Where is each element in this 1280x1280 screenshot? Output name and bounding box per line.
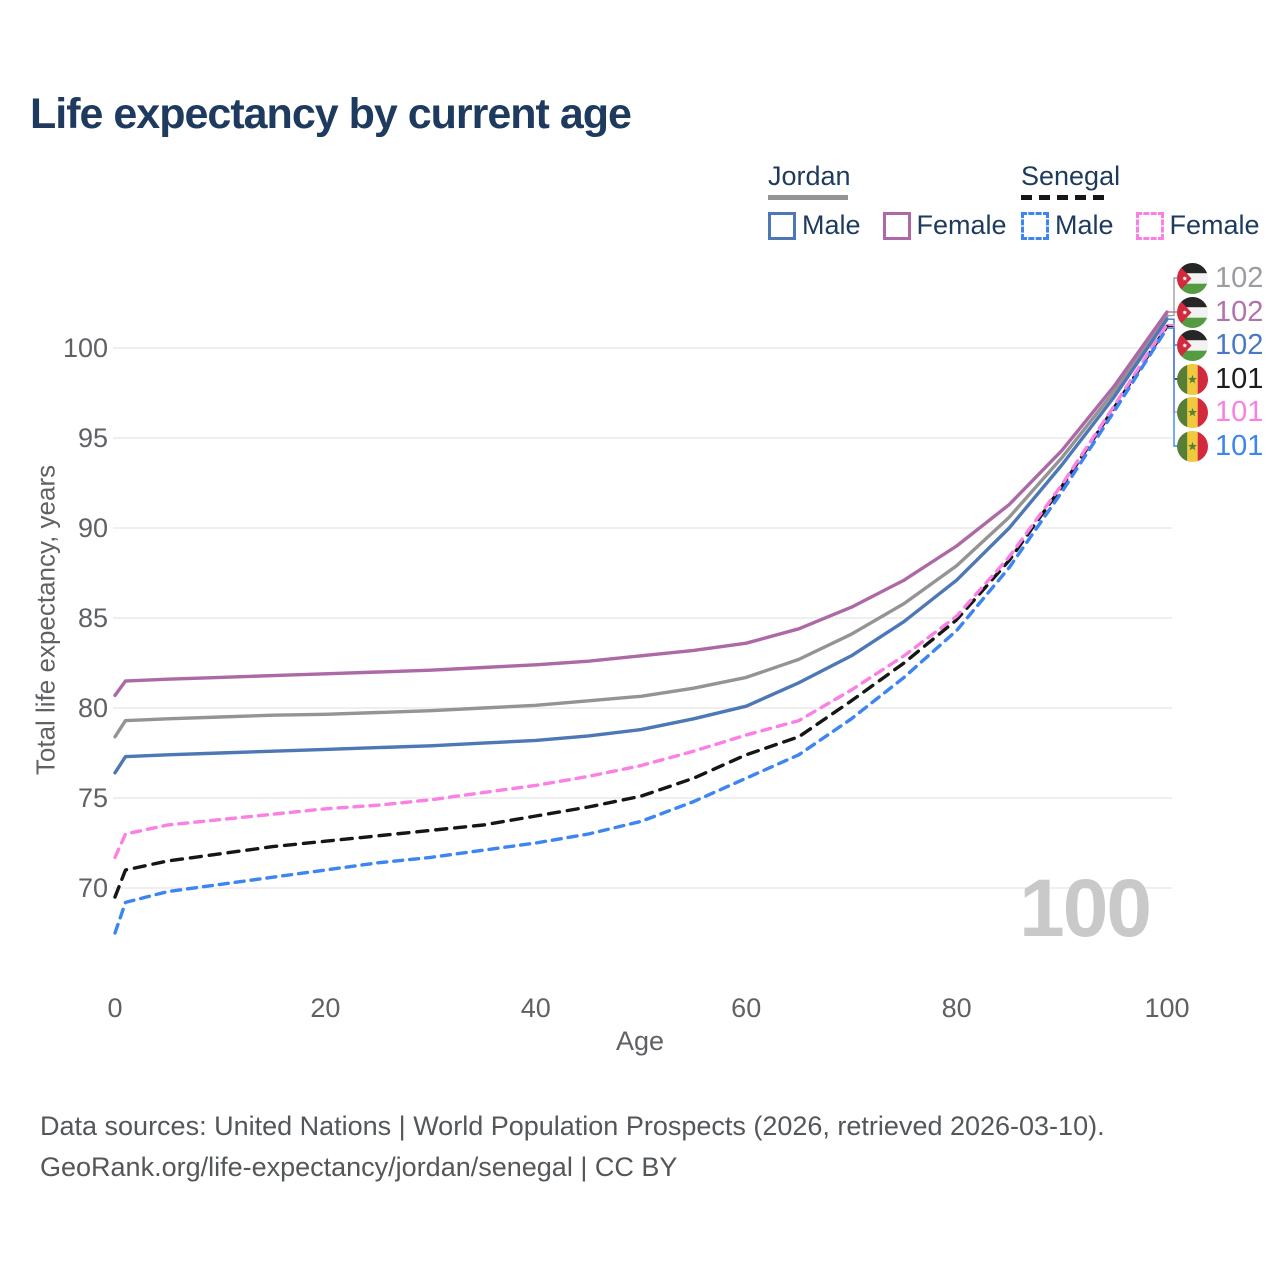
y-tick-70: 70 bbox=[78, 873, 108, 903]
senegal-total-line-swatch bbox=[1021, 195, 1111, 200]
senegal-flag-icon bbox=[1177, 396, 1208, 428]
legend-item-jordan-female[interactable]: Female bbox=[882, 210, 1007, 241]
series-line-senegal-male[interactable] bbox=[113, 326, 1169, 935]
endpoint-label-senegal-total: 101 bbox=[1177, 362, 1263, 396]
endpoint-value-jordan-female: 102 bbox=[1215, 295, 1264, 328]
footer-data-sources: Data sources: United Nations | World Pop… bbox=[40, 1111, 1105, 1141]
endpoint-value-jordan-male: 102 bbox=[1215, 328, 1264, 361]
legend-country-senegal[interactable]: Senegal bbox=[1021, 161, 1276, 200]
legend-country-senegal-label: Senegal bbox=[1021, 161, 1121, 191]
legend-group-jordan: Jordan Male Female bbox=[768, 161, 1023, 241]
series-line-jordan-male[interactable] bbox=[113, 317, 1169, 775]
senegal-flag-icon bbox=[1177, 363, 1208, 395]
endpoint-label-senegal-female: 101 bbox=[1177, 395, 1263, 429]
jordan-female-swatch bbox=[882, 211, 911, 240]
endpoint-value-jordan-total: 102 bbox=[1215, 261, 1264, 294]
series-line-senegal-total[interactable] bbox=[113, 324, 1169, 899]
legend-country-jordan[interactable]: Jordan bbox=[768, 161, 1023, 200]
endpoint-connector-senegal-male bbox=[1167, 327, 1179, 447]
senegal-male-swatch bbox=[1021, 211, 1049, 240]
legend-item-senegal-female[interactable]: Female bbox=[1135, 210, 1260, 241]
y-tick-100: 100 bbox=[63, 333, 108, 363]
jordan-flag-icon bbox=[1177, 262, 1208, 294]
series-line-jordan-female[interactable] bbox=[113, 310, 1169, 698]
endpoint-connector-jordan-total bbox=[1167, 277, 1179, 317]
jordan-flag-icon bbox=[1177, 329, 1208, 361]
x-axis-title: Age bbox=[615, 1026, 665, 1056]
senegal-female-label: Female bbox=[1169, 210, 1260, 240]
x-tick-100: 100 bbox=[1144, 993, 1189, 1023]
legend-country-jordan-label: Jordan bbox=[768, 161, 851, 191]
endpoint-label-jordan-total: 102 bbox=[1177, 261, 1263, 295]
series-line-senegal-female[interactable] bbox=[113, 322, 1169, 860]
y-tick-90: 90 bbox=[78, 513, 108, 543]
x-tick-0: 0 bbox=[107, 993, 122, 1023]
y-axis-title: Total life expectancy, years bbox=[30, 464, 61, 776]
senegal-female-swatch bbox=[1135, 211, 1164, 240]
footer: Data sources: United Nations | World Pop… bbox=[40, 1106, 1105, 1188]
senegal-flag-icon bbox=[1177, 430, 1208, 462]
endpoint-label-jordan-female: 102 bbox=[1177, 295, 1263, 329]
senegal-male-label: Male bbox=[1055, 210, 1114, 240]
y-tick-75: 75 bbox=[78, 783, 108, 813]
y-tick-85: 85 bbox=[78, 603, 108, 633]
jordan-male-label: Male bbox=[802, 210, 861, 240]
endpoint-value-senegal-total: 101 bbox=[1215, 362, 1264, 395]
jordan-flag-icon bbox=[1177, 296, 1208, 328]
legend-item-jordan-male[interactable]: Male bbox=[768, 210, 861, 241]
endpoint-label-jordan-male: 102 bbox=[1177, 328, 1263, 362]
series-line-jordan-total[interactable] bbox=[113, 313, 1169, 739]
y-tick-80: 80 bbox=[78, 693, 108, 723]
jordan-male-swatch bbox=[768, 211, 796, 240]
x-tick-20: 20 bbox=[310, 993, 340, 1023]
current-age-watermark: 100 bbox=[1019, 863, 1152, 954]
endpoint-value-senegal-female: 101 bbox=[1215, 395, 1264, 428]
jordan-female-label: Female bbox=[916, 210, 1007, 240]
page-title: Life expectancy by current age bbox=[30, 90, 632, 138]
footer-attribution: GeoRank.org/life-expectancy/jordan/seneg… bbox=[40, 1152, 678, 1182]
x-tick-40: 40 bbox=[521, 993, 551, 1023]
jordan-total-line-swatch bbox=[768, 195, 848, 200]
x-tick-60: 60 bbox=[731, 993, 761, 1023]
endpoint-label-senegal-male: 101 bbox=[1177, 429, 1263, 463]
legend-item-senegal-male[interactable]: Male bbox=[1021, 210, 1114, 241]
endpoint-value-senegal-male: 101 bbox=[1215, 429, 1264, 462]
legend-group-senegal: Senegal Male Female bbox=[1021, 161, 1276, 241]
y-tick-95: 95 bbox=[78, 423, 108, 453]
x-tick-80: 80 bbox=[942, 993, 972, 1023]
